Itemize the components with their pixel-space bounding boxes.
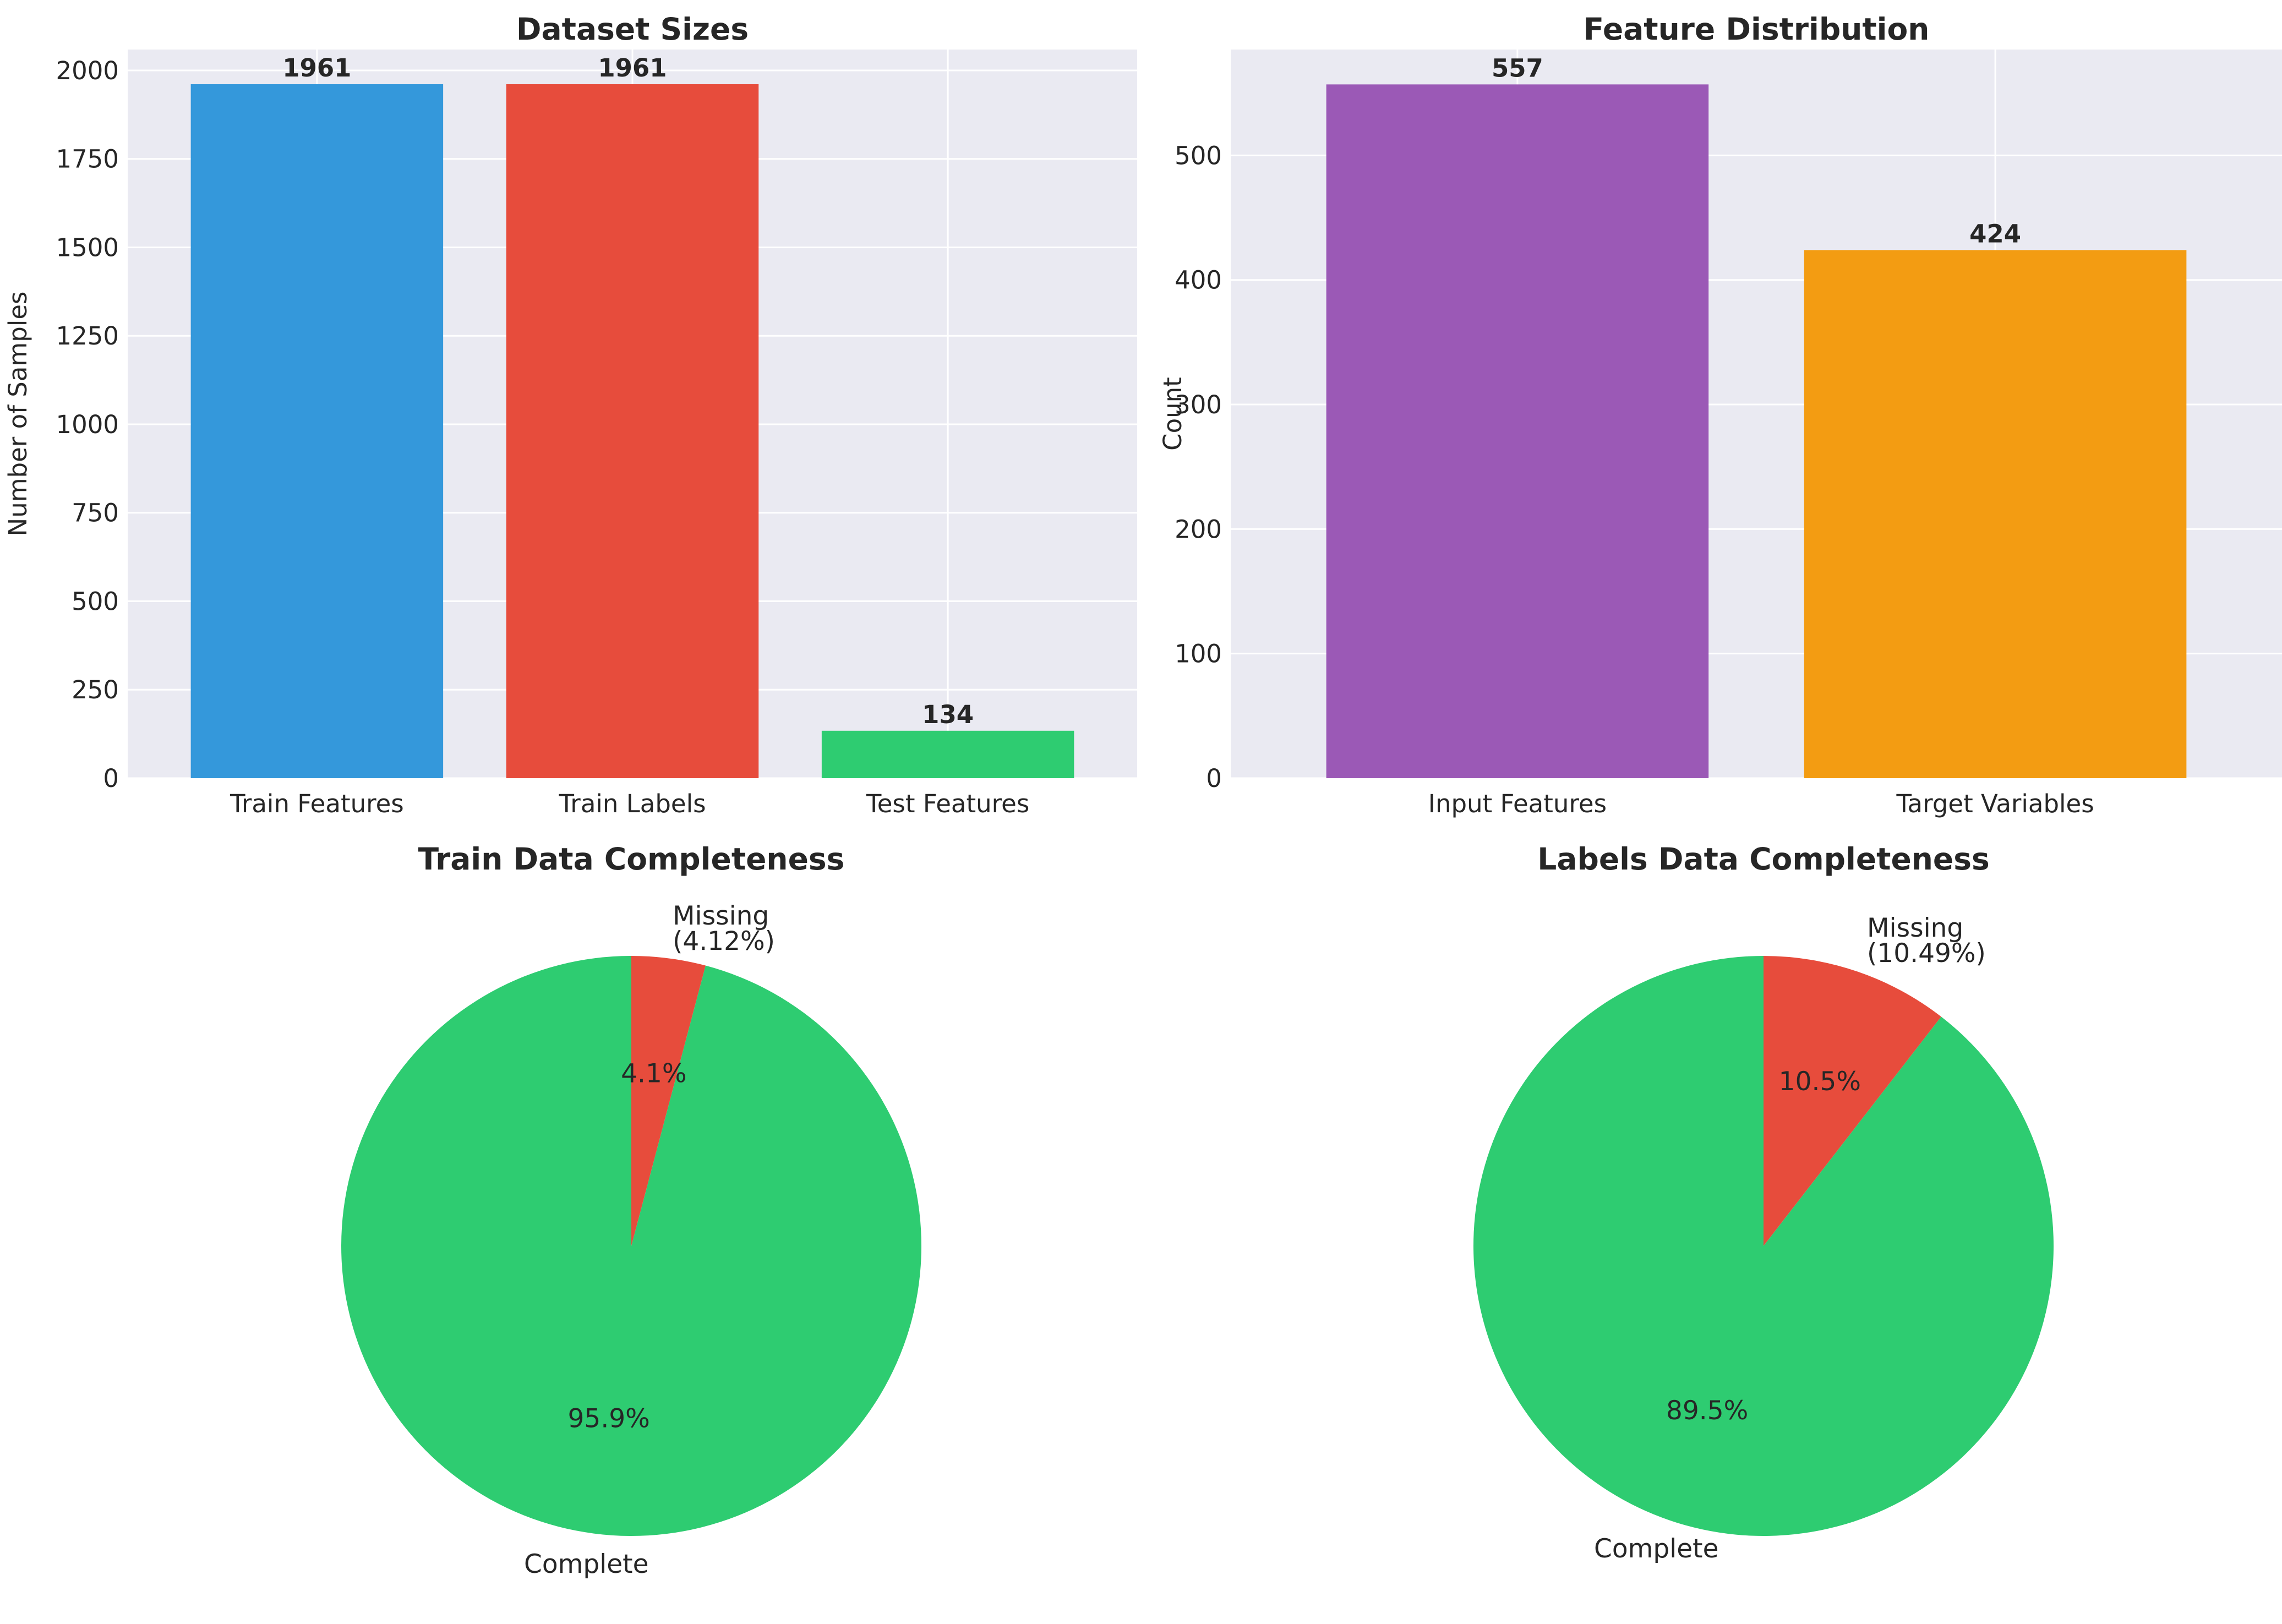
- value-label: 1961: [282, 53, 351, 83]
- feature-distribution-chart: 557 424 0 100 200 300 400 500 Input Features Targ…: [1158, 12, 2282, 818]
- y-tick-label: 1750: [56, 145, 119, 174]
- chart-title: Dataset Sizes: [516, 12, 749, 47]
- y-tick-label: 0: [103, 764, 119, 793]
- pie-label-line: Complete: [1594, 1534, 1719, 1564]
- pie-slice-missing: [631, 956, 706, 1246]
- chart-title: Train Data Completeness: [418, 841, 845, 877]
- value-label: 424: [1969, 219, 2021, 248]
- pie-label-line: Complete: [524, 1549, 649, 1579]
- y-tick-label: 1000: [56, 410, 119, 439]
- y-tick-label: 400: [1175, 266, 1222, 295]
- pie-label-missing: Missing (4.12%): [673, 901, 775, 956]
- pie-label-complete: Complete: [1594, 1534, 1719, 1564]
- x-tick-label: Train Features: [230, 789, 404, 818]
- pie-label-line: Missing: [673, 901, 769, 931]
- y-tick-label: 750: [72, 499, 119, 528]
- bar-test-features: [821, 730, 1074, 778]
- pie-label-complete: Complete: [524, 1549, 649, 1579]
- x-tick-label: Test Features: [866, 789, 1029, 818]
- value-label: 557: [1492, 53, 1543, 83]
- y-tick-label: 200: [1175, 515, 1222, 544]
- y-tick-label: 2000: [56, 56, 119, 85]
- pie-slice-complete: [1473, 956, 2054, 1536]
- chart-title: Labels Data Completeness: [1537, 841, 1989, 877]
- chart-title: Feature Distribution: [1584, 12, 1930, 47]
- pie-slice-complete: [341, 956, 922, 1536]
- y-tick-label: 100: [1175, 639, 1222, 669]
- y-axis-label: Number of Samples: [3, 292, 32, 537]
- pie-label-missing: Missing (10.49%): [1867, 913, 1986, 969]
- bar-train-labels: [506, 84, 759, 779]
- x-tick-label: Input Features: [1428, 789, 1607, 818]
- pie-pct-label: 10.5%: [1779, 1067, 1861, 1097]
- y-tick-label: 300: [1175, 390, 1222, 419]
- y-tick-label: 0: [1206, 764, 1222, 793]
- y-tick-label: 500: [1175, 141, 1222, 170]
- value-label: 134: [922, 700, 974, 729]
- pie-pct-label: 95.9%: [568, 1404, 650, 1434]
- bar-target-variables: [1804, 250, 2187, 778]
- train-completeness-pie: 95.9% 4.1% Complete Missing (4.12%) Train Dat…: [341, 841, 922, 1579]
- x-tick-label: Target Variables: [1896, 789, 2094, 818]
- labels-completeness-pie: 89.5% 10.5% Complete Missing (10.49%) Labels …: [1473, 841, 2054, 1564]
- y-tick-label: 1250: [56, 321, 119, 351]
- bar-train-features: [190, 84, 444, 779]
- dataset-sizes-chart: 1961 1961 134 0 250 500 750 1000 1250 1500 1750 200…: [3, 12, 1137, 818]
- pie-pct-label: 89.5%: [1666, 1396, 1748, 1426]
- value-label: 1961: [598, 53, 667, 83]
- y-axis-label: Count: [1158, 377, 1187, 451]
- pie-slice-missing: [1764, 956, 1941, 1246]
- pie-pct-label: 4.1%: [621, 1058, 686, 1089]
- bar-input-features: [1326, 84, 1709, 778]
- pie-label-line: Missing: [1867, 913, 1963, 943]
- y-tick-label: 500: [72, 587, 119, 616]
- x-tick-label: Train Labels: [558, 789, 706, 818]
- pie-label-line: (4.12%): [673, 926, 775, 956]
- y-tick-label: 1500: [56, 233, 119, 262]
- y-tick-label: 250: [72, 675, 119, 704]
- pie-label-line: (10.49%): [1867, 938, 1986, 969]
